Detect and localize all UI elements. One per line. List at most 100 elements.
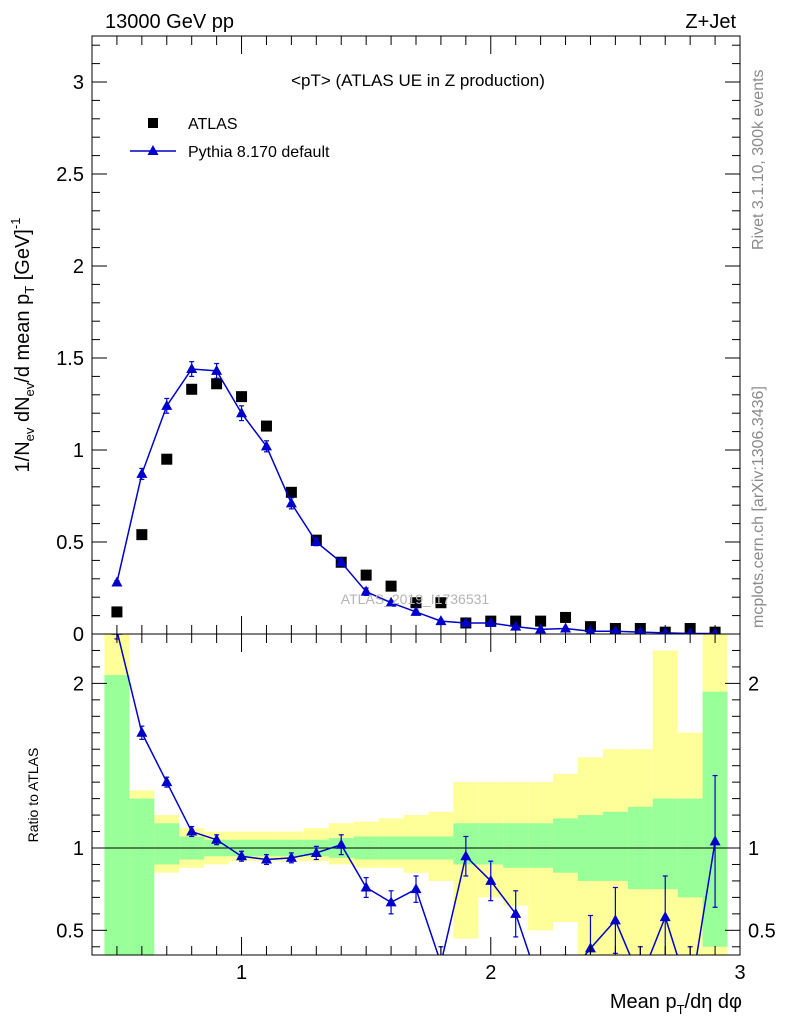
ratio-data-point [310, 846, 322, 857]
atlas-data-point [211, 378, 223, 390]
ratio-data-point [236, 850, 248, 861]
ratio-green-band [503, 823, 529, 868]
pythia-data-point [186, 363, 198, 374]
ratio-green-band [652, 798, 678, 890]
main-y-tick-label: 1.5 [56, 348, 84, 370]
ratio-green-band [104, 675, 130, 955]
pythia-data-point [136, 467, 148, 478]
pythia-data-point [610, 625, 621, 634]
atlas-data-point [410, 597, 422, 609]
main-y-tick-label: 3 [73, 72, 84, 94]
atlas-data-point [535, 615, 547, 627]
atlas-data-point [161, 453, 173, 465]
main-y-axis-label: 1/Nev dNev/d mean pT [GeV]-1 [8, 218, 37, 473]
ratio-data-point [161, 776, 173, 787]
ratio-band-group [104, 634, 728, 955]
ratio-green-band [553, 818, 578, 873]
x-tick-label: 1 [236, 962, 247, 984]
rivet-version-label: Rivet 3.1.10, 300k events [750, 69, 767, 250]
ratio-data-point [410, 883, 422, 894]
ratio-data-point [510, 907, 522, 918]
main-y-tick-label: 1 [73, 440, 84, 462]
atlas-data-point [360, 569, 372, 581]
ratio-green-band [528, 823, 554, 868]
legend-pythia-label: Pythia 8.170 default [188, 144, 330, 161]
pythia-data-point [236, 407, 248, 418]
process-label: Z+Jet [685, 11, 736, 33]
atlas-data-point [111, 606, 123, 618]
atlas-data-point [260, 420, 272, 432]
ratio-y-tick-label-right: 1 [748, 838, 759, 860]
chart-title: <pT> (ATLAS UE in Z production) [291, 71, 545, 90]
ratio-y-tick-label-right: 2 [748, 673, 759, 695]
atlas-data-point [285, 486, 297, 498]
pythia-data-point [711, 627, 719, 634]
main-y-tick-label: 0.5 [56, 532, 84, 554]
ratio-data-point [136, 726, 148, 737]
ratio-green-band [478, 823, 504, 865]
energy-label: 13000 GeV pp [105, 11, 234, 33]
ratio-data-group [111, 634, 721, 992]
pythia-data-point [435, 615, 447, 626]
pythia-data-point [285, 497, 297, 508]
main-panel: 0 0.5 1 1.5 2 2.5 3 <pT> (ATLAS UE in Z produc… [8, 35, 741, 646]
pythia-data-point [161, 399, 173, 410]
svg-text:1/Nev dNev/d mean pT [GeV]-1: 1/Nev dNev/d mean pT [GeV]-1 [8, 218, 37, 473]
pythia-data-point [535, 623, 547, 634]
ratio-data-point [335, 838, 347, 849]
main-y-tick-label: 2.5 [56, 164, 84, 186]
ratio-plot-area: 0.5 0.5 1 1 2 2 1 2 3 [56, 633, 776, 992]
main-y-tick-label: 2 [73, 256, 84, 278]
main-y-tick-label: 0 [73, 624, 84, 646]
main-data-group [111, 361, 721, 634]
ratio-data-point [385, 896, 397, 907]
ratio-y-tick-label: 0.5 [56, 920, 84, 942]
pythia-data-point [385, 596, 397, 607]
ratio-green-band [154, 823, 180, 865]
pythia-data-point [585, 625, 596, 634]
atlas-data-point [236, 391, 248, 403]
ratio-data-point [560, 974, 571, 984]
ratio-y-axis-label: Ratio to ATLAS [25, 748, 41, 843]
ratio-data-point [659, 911, 671, 922]
ratio-green-band [602, 811, 628, 881]
main-plot-area: 0 0.5 1 1.5 2 2.5 3 [56, 35, 741, 646]
ratio-data-point [535, 982, 546, 992]
pythia-data-point [260, 440, 272, 451]
atlas-data-point [435, 597, 447, 609]
pythia-data-point [635, 626, 645, 634]
x-tick-label: 2 [485, 962, 496, 984]
atlas-data-point [186, 383, 198, 395]
pythia-data-point [310, 536, 322, 546]
ratio-data-point [186, 825, 198, 836]
pythia-data-point [686, 627, 694, 634]
pythia-data-point [485, 616, 497, 627]
pythia-data-point [360, 585, 372, 596]
pythia-data-point [560, 622, 572, 633]
atlas-data-point [560, 611, 572, 623]
pythia-data-point [111, 576, 123, 587]
ratio-data-point [435, 957, 446, 967]
pythia-data-point [211, 364, 223, 375]
legend-atlas-label: ATLAS [188, 116, 238, 133]
atlas-data-point [136, 529, 148, 541]
ratio-data-point [635, 974, 646, 984]
analysis-watermark: ATLAS_2019_I1736531 [341, 591, 490, 607]
ratio-data-point [709, 835, 721, 846]
pythia-data-point [335, 556, 347, 567]
ratio-data-point [285, 851, 297, 862]
ratio-data-point [260, 853, 272, 864]
ratio-data-point [485, 874, 497, 885]
x-axis-label: Mean pT/dη dφ [610, 991, 742, 1017]
ratio-data-point [460, 850, 472, 861]
ratio-frame [91, 633, 741, 956]
ratio-y-tick-label: 2 [73, 673, 84, 695]
ratio-data-point [609, 914, 621, 925]
x-tick-label: 3 [734, 962, 745, 984]
legend: ATLAS Pythia 8.170 default [130, 116, 330, 161]
ratio-panel: 0.5 0.5 1 1 2 2 1 2 3 Ratio to ATLAS Mean pT/dη … [25, 633, 776, 1017]
mcplots-source-label: mcplots.cern.ch [arXiv:1306.3436] [750, 386, 767, 628]
ratio-green-band [129, 798, 155, 955]
legend-pythia-marker [147, 145, 159, 155]
